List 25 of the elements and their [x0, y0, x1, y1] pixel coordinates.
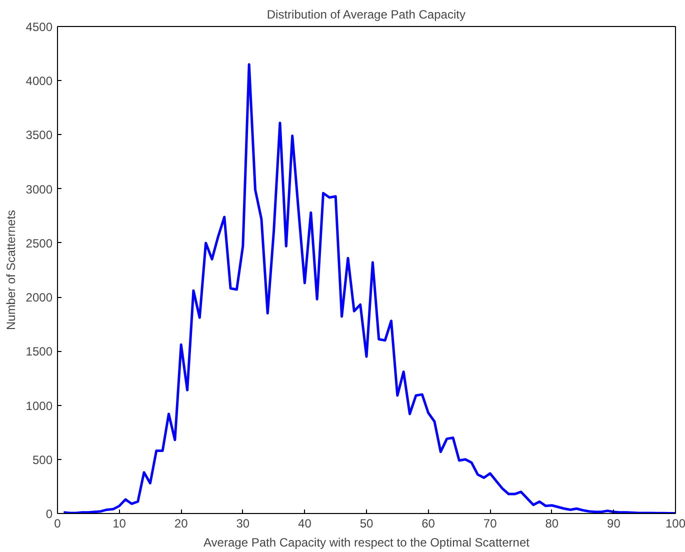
x-tick-label: 20 — [174, 516, 188, 530]
y-tick-label: 2500 — [26, 236, 53, 250]
x-tick-label: 100 — [665, 516, 685, 530]
x-tick-label: 10 — [112, 516, 126, 530]
line-series — [62, 63, 676, 514]
x-tick-label: 60 — [422, 516, 436, 530]
y-tick-label: 1500 — [26, 344, 53, 359]
chart-title: Distribution of Average Path Capacity — [266, 8, 466, 22]
x-tick-label: 90 — [607, 516, 621, 530]
y-tick-label: 0 — [46, 507, 53, 521]
y-tick-label: 4500 — [26, 20, 53, 34]
y-tick-label: 1000 — [26, 398, 53, 413]
y-tick-label: 3000 — [26, 182, 53, 196]
x-tick-label: 40 — [298, 516, 312, 530]
x-tick-label: 0 — [54, 516, 62, 530]
y-tick-label: 2000 — [26, 290, 53, 305]
y-axis-title: Number of Scatternets — [4, 210, 18, 330]
x-tick-label: 70 — [483, 516, 498, 530]
x-tick-label: 80 — [545, 516, 559, 530]
y-tick-label: 4000 — [26, 74, 53, 88]
x-axis-title: Average Path Capacity with respect to the Optimal Scatternet — [204, 536, 530, 550]
y-tick-label: 3500 — [26, 128, 53, 142]
y-tick-label: 500 — [32, 452, 53, 467]
x-tick-label: 50 — [360, 516, 374, 530]
x-tick-label: 30 — [236, 516, 250, 530]
